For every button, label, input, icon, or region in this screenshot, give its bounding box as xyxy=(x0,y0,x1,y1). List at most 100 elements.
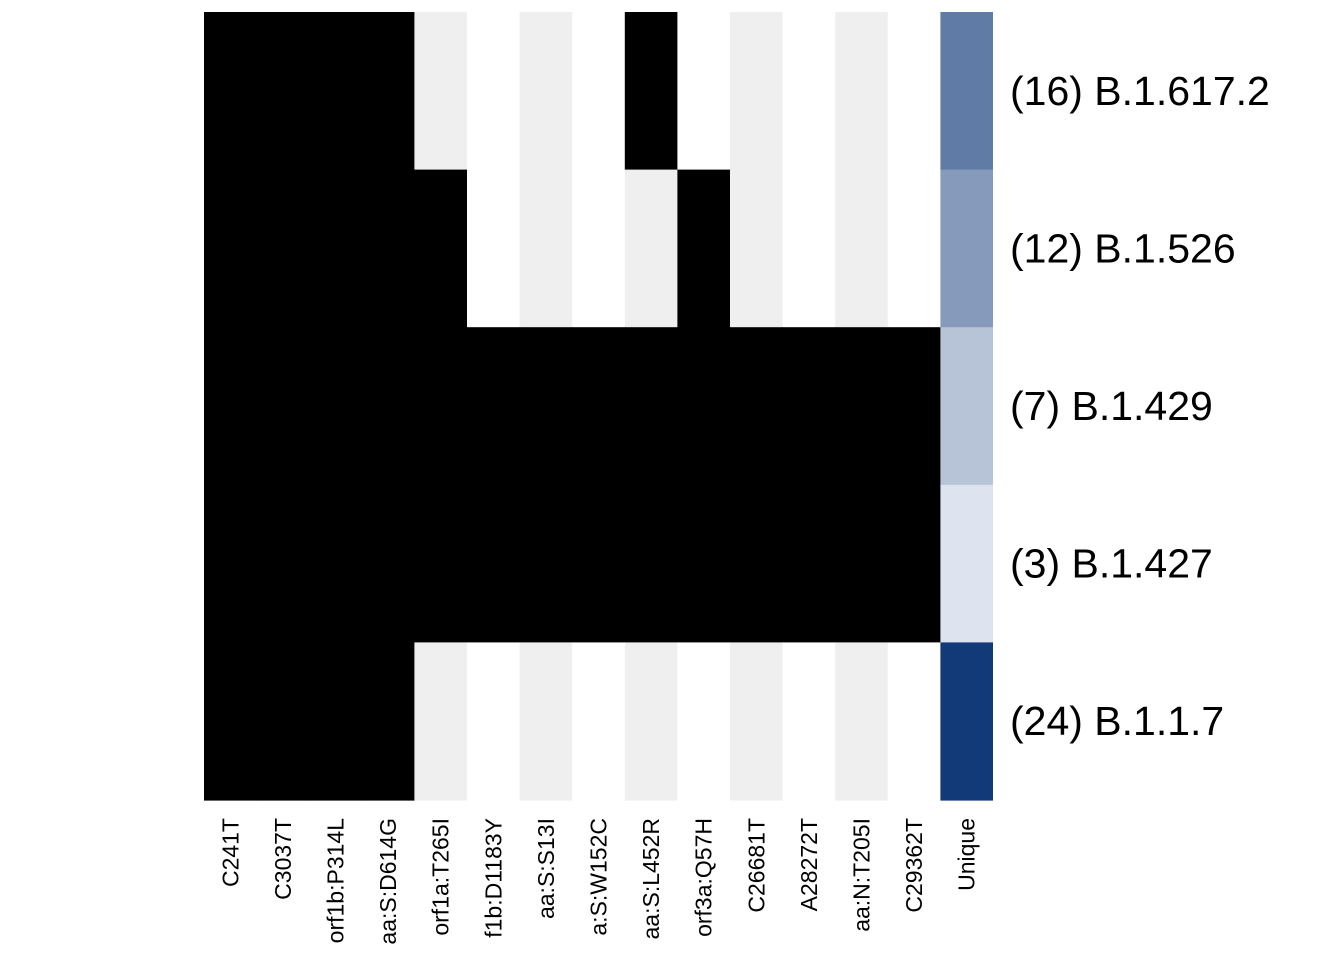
heatmap-cell xyxy=(309,484,363,643)
heatmap-cell xyxy=(361,642,415,801)
heatmap-cell xyxy=(677,484,731,643)
unique-cell xyxy=(940,327,993,486)
heatmap-cell xyxy=(572,327,626,486)
column-label: Unique xyxy=(954,818,980,891)
heatmap-cell xyxy=(572,484,626,643)
column-label: a:S:W152C xyxy=(586,818,612,936)
heatmap-cell xyxy=(414,12,468,171)
column-label: aa:S:L452R xyxy=(638,818,664,939)
heatmap-cell xyxy=(730,484,784,643)
heatmap-cell xyxy=(572,12,626,171)
heatmap-cell xyxy=(414,327,468,486)
heatmap-cell xyxy=(256,169,310,328)
heatmap-cell xyxy=(414,642,468,801)
heatmap-cell xyxy=(519,12,573,171)
heatmap-cell xyxy=(887,327,941,486)
heatmap-cell xyxy=(309,327,363,486)
heatmap-cell xyxy=(519,642,573,801)
heatmap-cell xyxy=(309,12,363,171)
row-label: (16) B.1.617.2 xyxy=(1010,68,1270,114)
unique-cell xyxy=(940,12,993,171)
heatmap-cell xyxy=(677,327,731,486)
heatmap-cell xyxy=(835,642,889,801)
column-label: C3037T xyxy=(270,818,296,900)
heatmap-cell xyxy=(677,642,731,801)
heatmap-cell xyxy=(887,642,941,801)
heatmap-cell xyxy=(677,169,731,328)
heatmap-cell xyxy=(309,169,363,328)
heatmap-cell xyxy=(677,12,731,171)
heatmap-cell xyxy=(361,169,415,328)
heatmap-cell xyxy=(887,169,941,328)
heatmap-cell xyxy=(519,169,573,328)
heatmap-cell xyxy=(887,12,941,171)
heatmap-cell xyxy=(519,484,573,643)
row-label: (24) B.1.1.7 xyxy=(1010,698,1224,744)
row-labels: (16) B.1.617.2 (12) B.1.526 (7) B.1.429 (3)… xyxy=(1010,68,1270,744)
column-label: C26681T xyxy=(743,818,769,913)
unique-cell xyxy=(940,169,993,328)
heatmap-cell xyxy=(414,484,468,643)
heatmap-cell xyxy=(835,12,889,171)
heatmap-cell xyxy=(572,642,626,801)
heatmap-cell xyxy=(256,642,310,801)
heatmap-cell xyxy=(887,484,941,643)
heatmap-cell xyxy=(782,484,836,643)
column-label: f1b:D1183Y xyxy=(480,818,506,938)
heatmap-cell xyxy=(624,642,678,801)
heatmap-cell xyxy=(835,327,889,486)
heatmap-cell xyxy=(624,327,678,486)
heatmap-cell xyxy=(782,327,836,486)
row-label: (3) B.1.427 xyxy=(1010,541,1213,587)
heatmap-cell xyxy=(519,327,573,486)
heatmap-cell xyxy=(467,642,521,801)
column-label: C241T xyxy=(217,818,243,887)
unique-column-cells xyxy=(940,12,993,801)
heatmap-cell xyxy=(624,484,678,643)
heatmap-cell xyxy=(782,169,836,328)
heatmap-cell xyxy=(361,484,415,643)
heatmap-cells xyxy=(204,12,941,801)
heatmap-cell xyxy=(730,169,784,328)
column-label: orf1b:P314L xyxy=(323,818,349,944)
heatmap-cell xyxy=(204,484,258,643)
heatmap-cell xyxy=(835,169,889,328)
heatmap-cell xyxy=(730,642,784,801)
heatmap-cell xyxy=(467,169,521,328)
row-label: (12) B.1.526 xyxy=(1010,225,1236,271)
heatmap-cell xyxy=(414,169,468,328)
heatmap-cell xyxy=(204,169,258,328)
heatmap-cell xyxy=(204,642,258,801)
unique-cell xyxy=(940,642,993,801)
column-label: A28272T xyxy=(796,818,822,911)
heatmap-cell xyxy=(361,327,415,486)
column-label: C29362T xyxy=(901,818,927,913)
heatmap-cell xyxy=(730,12,784,171)
heatmap-cell xyxy=(624,12,678,171)
heatmap-cell xyxy=(782,642,836,801)
heatmap-cell xyxy=(730,327,784,486)
heatmap-cell xyxy=(256,327,310,486)
heatmap-cell xyxy=(467,12,521,171)
heatmap-cell xyxy=(256,12,310,171)
heatmap-cell xyxy=(835,484,889,643)
column-label: aa:S:S13I xyxy=(533,818,559,919)
column-label: aa:S:D614G xyxy=(375,818,401,945)
heatmap-cell xyxy=(572,169,626,328)
column-labels: C241T C3037T orf1b:P314L aa:S:D614G orf1a:T2… xyxy=(217,818,979,945)
heatmap-cell xyxy=(204,327,258,486)
heatmap-cell xyxy=(256,484,310,643)
heatmap-cell xyxy=(782,12,836,171)
column-label: aa:N:T205I xyxy=(849,818,875,932)
unique-cell xyxy=(940,484,993,643)
heatmap-cell xyxy=(309,642,363,801)
row-label: (7) B.1.429 xyxy=(1010,383,1213,429)
heatmap-cell xyxy=(467,327,521,486)
heatmap-cell xyxy=(467,484,521,643)
heatmap-cell xyxy=(624,169,678,328)
heatmap-cell xyxy=(204,12,258,171)
column-label: orf3a:Q57H xyxy=(691,818,717,937)
heatmap-cell xyxy=(361,12,415,171)
